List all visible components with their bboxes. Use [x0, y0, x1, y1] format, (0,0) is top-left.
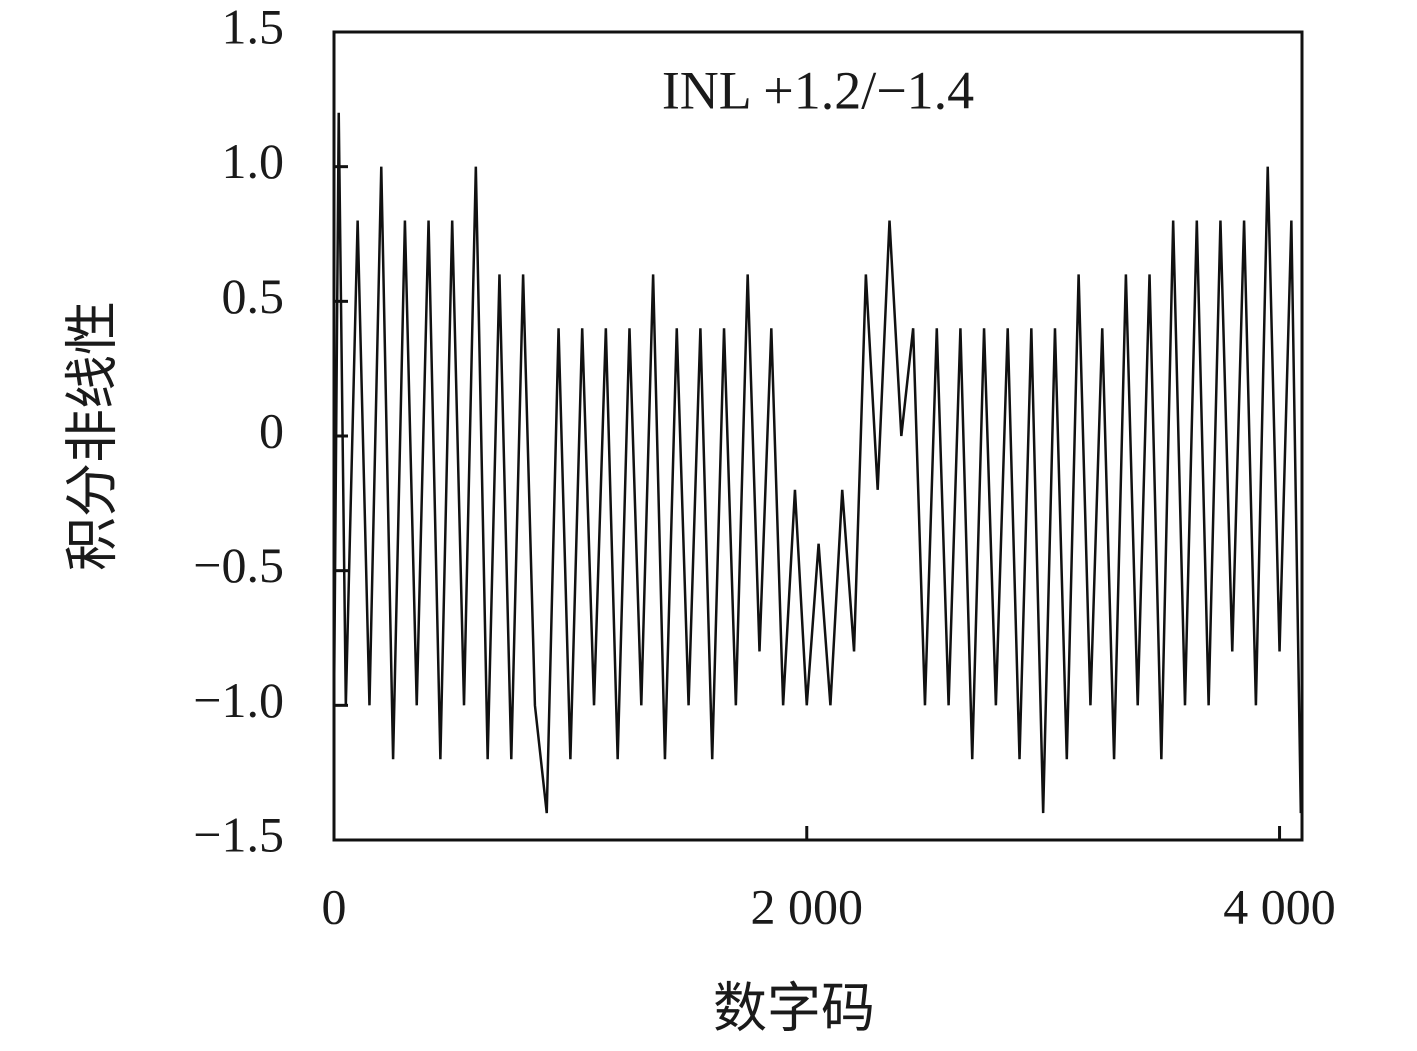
- y-tick-label: −0.5: [193, 537, 284, 593]
- data-line: [332, 112, 1303, 814]
- x-tick-label: 2 000: [751, 878, 864, 934]
- y-tick-label: −1.0: [193, 672, 284, 728]
- x-axis-label: 数字码: [713, 977, 875, 1040]
- y-tick-label: 1.0: [222, 133, 285, 189]
- y-tick-label: 1.5: [222, 0, 285, 54]
- y-tick-label: −1.5: [193, 806, 284, 862]
- y-tick-label: 0.5: [222, 268, 285, 324]
- annotation: INL +1.2/−1.4: [662, 60, 974, 120]
- y-tick-label: 0: [259, 402, 284, 458]
- x-tick-label: 4 000: [1223, 878, 1336, 934]
- plot-frame: [332, 30, 1304, 842]
- y-axis-label: 积分非线性: [61, 301, 124, 571]
- x-tick-label: 0: [322, 878, 347, 934]
